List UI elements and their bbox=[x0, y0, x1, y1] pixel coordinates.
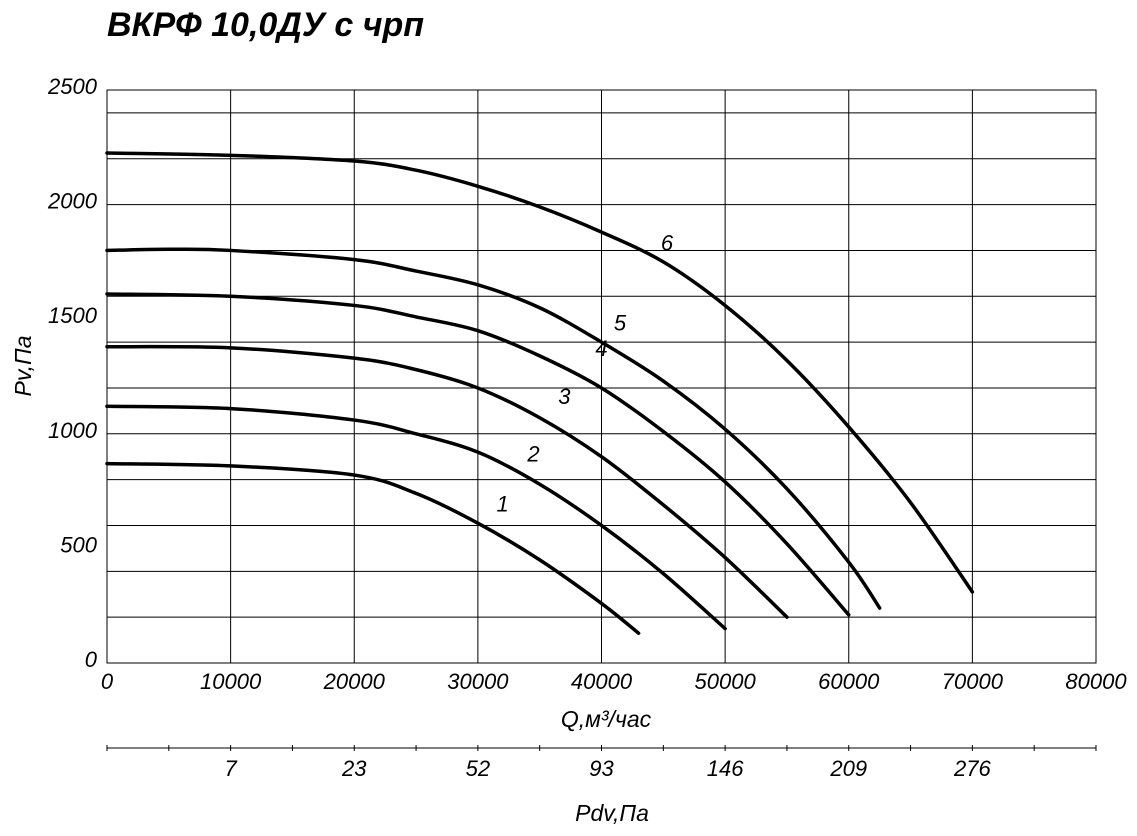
x2-tick-label: 52 bbox=[466, 756, 490, 781]
curve-label-4: 4 bbox=[595, 336, 607, 361]
y-tick-label: 1500 bbox=[48, 303, 98, 328]
y-tick-label: 0 bbox=[85, 647, 98, 672]
y-tick-label: 500 bbox=[60, 532, 97, 557]
x2-tick-label: 276 bbox=[953, 756, 991, 781]
x-tick-label: 50000 bbox=[695, 669, 757, 694]
x2-axis-label: Pdv,Па bbox=[575, 800, 649, 826]
x-axis-label: Q,м³/час bbox=[561, 706, 652, 732]
curve-label-5: 5 bbox=[614, 311, 627, 336]
curve-4 bbox=[105, 292, 851, 617]
x2-tick-label: 93 bbox=[589, 756, 614, 781]
curve-2 bbox=[105, 404, 727, 631]
y-tick-label: 1000 bbox=[48, 418, 98, 443]
x-tick-label: 70000 bbox=[942, 669, 1004, 694]
x-tick-label: 30000 bbox=[447, 669, 509, 694]
performance-curves bbox=[105, 151, 975, 635]
x-tick-label: 80000 bbox=[1065, 669, 1127, 694]
curve-6 bbox=[105, 151, 975, 594]
curve-labels: 1 2 345 6 bbox=[496, 230, 673, 516]
curve-3 bbox=[105, 344, 789, 619]
x-tick-label: 10000 bbox=[200, 669, 262, 694]
plot-grid bbox=[106, 89, 1097, 664]
x2-tick-label: 209 bbox=[829, 756, 867, 781]
curve-1 bbox=[105, 461, 641, 635]
x2-tick-label: 7 bbox=[225, 756, 238, 781]
chart-title: ВКРФ 10,0ДУ с чрп bbox=[107, 6, 424, 44]
y-tick-label: 2500 bbox=[47, 74, 98, 99]
curve-5 bbox=[105, 247, 882, 610]
curve-label-2: 2 bbox=[526, 441, 539, 466]
dynamic-pressure-axis: 7 23 52 93 146 209 276 bbox=[106, 745, 1097, 781]
x2-tick-label: 23 bbox=[341, 756, 367, 781]
curve-label-1: 1 bbox=[496, 492, 508, 517]
x-tick-label: 0 bbox=[101, 669, 114, 694]
curve-label-6: 6 bbox=[661, 230, 674, 255]
x-tick-label: 60000 bbox=[818, 669, 880, 694]
y-tick-label: 2000 bbox=[47, 189, 98, 214]
y-axis-ticks: 0 500 1000 1500 2000 2500 bbox=[47, 74, 98, 672]
y-axis-label: Pv,Па bbox=[10, 336, 36, 397]
curve-label-3: 3 bbox=[558, 384, 571, 409]
x-tick-label: 20000 bbox=[323, 669, 386, 694]
x2-tick-label: 146 bbox=[707, 756, 744, 781]
x-axis-ticks: 0 10000 20000 30000 40000 50000 60000 70000 8000… bbox=[101, 669, 1127, 694]
x-tick-label: 40000 bbox=[571, 669, 633, 694]
